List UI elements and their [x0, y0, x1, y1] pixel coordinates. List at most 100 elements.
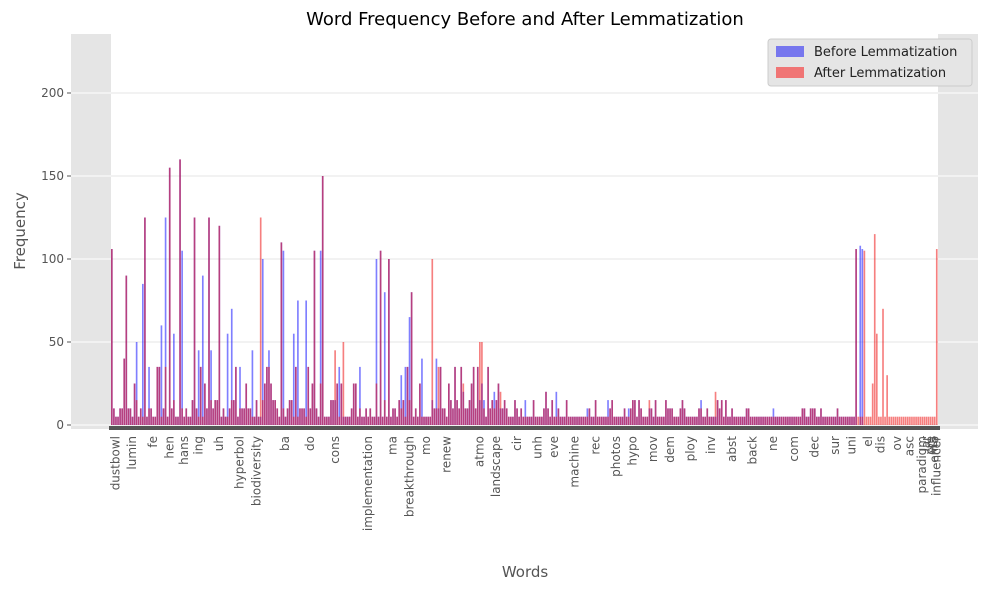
bar-after [749, 416, 752, 425]
bar-after [656, 416, 659, 425]
bar-after [357, 416, 359, 425]
bar-after [785, 416, 787, 425]
bar-before [239, 366, 241, 425]
bar-after [152, 416, 155, 425]
bar-after [326, 416, 328, 425]
bar-after [241, 408, 243, 425]
bar-after [394, 408, 396, 425]
bar-after [220, 416, 223, 425]
bar-after [855, 249, 857, 425]
bar-after [497, 383, 500, 425]
bar-after [452, 408, 454, 425]
bar-after [117, 416, 119, 425]
bar-after [133, 383, 136, 425]
bar-after [605, 416, 607, 425]
bar-after [518, 416, 520, 425]
bar-after [516, 408, 518, 425]
bar-after [187, 416, 190, 425]
bar-after [782, 416, 785, 425]
legend-label-after: After Lemmatization [814, 66, 946, 81]
bar-after [853, 416, 855, 425]
bar-after [528, 416, 531, 425]
bar-after [485, 416, 487, 425]
bar-after [625, 416, 628, 425]
bar-after [859, 416, 862, 425]
bar-after [377, 416, 380, 425]
bar-before [383, 292, 386, 425]
bar-after [886, 375, 888, 425]
bar-after [590, 416, 593, 425]
bar-after [706, 408, 709, 425]
bar-after [330, 400, 332, 425]
bar-after [915, 416, 917, 425]
bar-after [385, 416, 388, 425]
bar-after [222, 408, 225, 425]
bar-after [663, 416, 665, 425]
bar-before [319, 250, 322, 425]
bar-after [747, 408, 750, 425]
bar-after [776, 416, 779, 425]
bar-before [197, 350, 200, 425]
bar-after [255, 400, 258, 425]
bar-after [838, 416, 841, 425]
bar-after [710, 416, 713, 425]
bar-after [646, 416, 649, 425]
x-tick-label: abst [725, 436, 739, 462]
bar-after [131, 416, 134, 425]
bar-before [201, 275, 204, 425]
bar-after [371, 416, 374, 425]
bar-after [284, 416, 287, 425]
y-axis-label: Frequency [11, 192, 29, 270]
bar-after [148, 408, 150, 425]
bar-after [727, 416, 729, 425]
bar-after [652, 416, 655, 425]
bar-after [677, 416, 680, 425]
bar-after [733, 416, 735, 425]
bar-after [292, 416, 295, 425]
bar-after [679, 408, 682, 425]
bar-after [212, 408, 214, 425]
bar-after [621, 416, 624, 425]
bar-after [369, 408, 372, 425]
bar-after [929, 416, 932, 425]
bar-after [466, 408, 469, 425]
bar-after [183, 416, 186, 425]
y-axis: 0 50 100 150 200 [41, 86, 71, 432]
x-tick-label: machine [568, 436, 582, 488]
bar-after [807, 416, 810, 425]
bar-after [396, 416, 398, 425]
bar-after [906, 416, 909, 425]
bar-after [596, 416, 599, 425]
bar-after [505, 408, 508, 425]
bar-after [760, 416, 762, 425]
bar-after [603, 416, 605, 425]
bar-after [789, 416, 791, 425]
bar-after [156, 366, 159, 425]
bar-after [235, 366, 237, 425]
bar-after [173, 400, 175, 425]
bar-after [588, 408, 591, 425]
x-tick-label: inv [704, 436, 718, 454]
bar-before [421, 358, 423, 425]
bar-after [410, 292, 413, 425]
bar-after [629, 408, 632, 425]
bar-after [888, 416, 891, 425]
bar-after [412, 416, 415, 425]
bar-after [400, 408, 403, 425]
x-tick-label: ov [890, 436, 904, 450]
bar-after [139, 408, 142, 425]
x-tick-label: landscape [489, 436, 503, 497]
x-tick-label: ne [766, 436, 780, 451]
bar-after [896, 416, 899, 425]
x-tick-label: mov [646, 436, 660, 462]
bar-after [671, 408, 673, 425]
bar-after [168, 167, 171, 425]
bar-after [210, 400, 212, 425]
bar-after [431, 259, 434, 425]
bar-after [383, 400, 386, 425]
bar-after [574, 416, 576, 425]
bar-after [611, 400, 613, 425]
bar-after [204, 383, 206, 425]
bar-after [751, 416, 754, 425]
bar-after [799, 416, 802, 425]
